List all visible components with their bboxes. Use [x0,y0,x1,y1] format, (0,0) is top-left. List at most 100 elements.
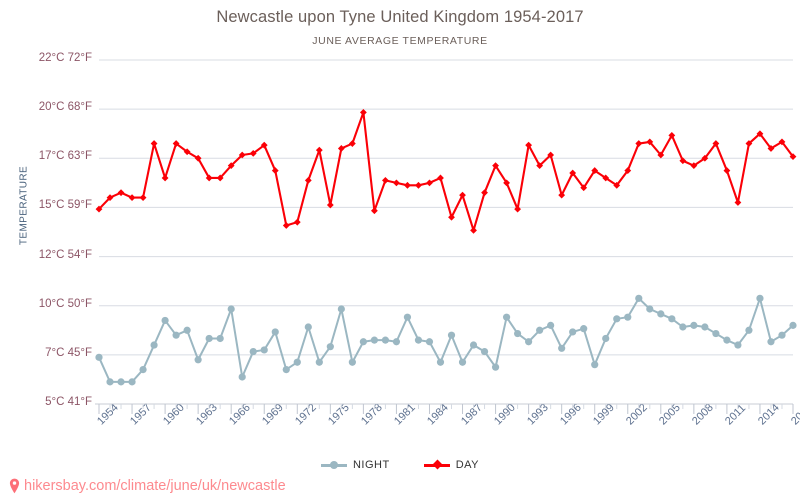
data-point[interactable] [558,344,566,352]
data-point[interactable] [205,334,213,343]
data-point[interactable] [106,194,114,201]
data-point[interactable] [393,179,400,187]
data-point[interactable] [448,213,455,221]
data-point[interactable] [613,315,621,323]
data-point[interactable] [525,338,533,346]
data-point[interactable] [712,140,720,147]
data-point[interactable] [679,157,687,165]
data-point[interactable] [580,184,588,192]
data-point[interactable] [348,358,356,366]
data-point[interactable] [668,315,676,323]
data-point[interactable] [382,177,389,184]
data-point[interactable] [569,169,577,177]
data-point[interactable] [514,205,522,213]
data-point[interactable] [503,179,510,187]
data-point[interactable] [415,181,422,189]
data-point[interactable] [789,321,797,329]
data-point[interactable] [734,199,742,206]
data-point[interactable] [337,145,345,152]
data-point[interactable] [172,331,180,339]
legend-item-day[interactable]: DAY [423,459,479,471]
data-point[interactable] [613,181,621,189]
data-point[interactable] [359,338,367,346]
data-point[interactable] [690,162,698,170]
data-point[interactable] [690,321,698,329]
data-point[interactable] [459,191,466,199]
data-point[interactable] [591,361,599,369]
data-point[interactable] [635,294,643,302]
data-point[interactable] [95,205,103,213]
data-point[interactable] [469,341,478,349]
data-point[interactable] [657,151,665,159]
data-point[interactable] [304,323,312,331]
data-point[interactable] [282,222,290,229]
data-point[interactable] [282,366,290,374]
data-point[interactable] [216,334,224,343]
data-point[interactable] [701,323,709,331]
data-point[interactable] [227,162,235,170]
data-point[interactable] [679,323,687,331]
data-point[interactable] [227,305,235,313]
data-point[interactable] [745,326,753,334]
data-point[interactable] [128,378,136,386]
data-point[interactable] [128,194,136,201]
data-point[interactable] [426,179,433,187]
data-point[interactable] [558,191,566,199]
data-point[interactable] [723,336,731,344]
data-point[interactable] [767,338,775,346]
data-point[interactable] [238,373,246,381]
data-point[interactable] [172,140,180,147]
data-point[interactable] [293,218,301,226]
data-point[interactable] [646,305,654,313]
data-point[interactable] [447,331,456,339]
data-point[interactable] [139,194,147,201]
data-point[interactable] [249,149,257,157]
data-point[interactable] [481,189,488,197]
data-point[interactable] [514,329,522,338]
data-point[interactable] [117,378,125,386]
data-point[interactable] [161,316,169,325]
data-point[interactable] [569,328,577,336]
data-point[interactable] [480,347,489,356]
data-point[interactable] [370,207,378,215]
data-point[interactable] [304,177,312,184]
data-point[interactable] [139,366,147,374]
data-point[interactable] [381,336,390,344]
data-point[interactable] [458,358,467,366]
data-point[interactable] [712,329,720,338]
data-point[interactable] [403,313,412,321]
data-point[interactable] [470,226,477,234]
data-point[interactable] [536,326,544,334]
data-point[interactable] [161,174,169,182]
data-point[interactable] [414,336,423,344]
data-point[interactable] [271,167,279,174]
data-point[interactable] [668,131,676,139]
data-point[interactable] [260,141,268,149]
data-point[interactable] [635,140,643,147]
data-point[interactable] [249,347,257,356]
data-point[interactable] [238,151,246,159]
data-point[interactable] [789,153,797,161]
data-point[interactable] [392,338,401,346]
data-point[interactable] [602,334,610,343]
data-point[interactable] [205,174,213,182]
data-point[interactable] [326,343,334,351]
data-point[interactable] [194,356,202,364]
data-point[interactable] [150,341,158,349]
data-point[interactable] [646,138,654,146]
data-point[interactable] [491,363,500,371]
data-point[interactable] [778,138,786,146]
data-point[interactable] [150,140,158,147]
data-point[interactable] [425,338,434,346]
data-point[interactable] [117,189,125,197]
data-point[interactable] [183,148,191,156]
data-point[interactable] [337,305,345,313]
data-point[interactable] [756,294,764,302]
data-point[interactable] [767,145,775,152]
data-point[interactable] [293,358,301,366]
data-point[interactable] [95,353,103,361]
data-point[interactable] [580,325,588,333]
source-watermark[interactable]: hikersbay.com/climate/june/uk/newcastle [8,478,286,494]
data-point[interactable] [536,162,544,170]
data-point[interactable] [624,167,632,174]
